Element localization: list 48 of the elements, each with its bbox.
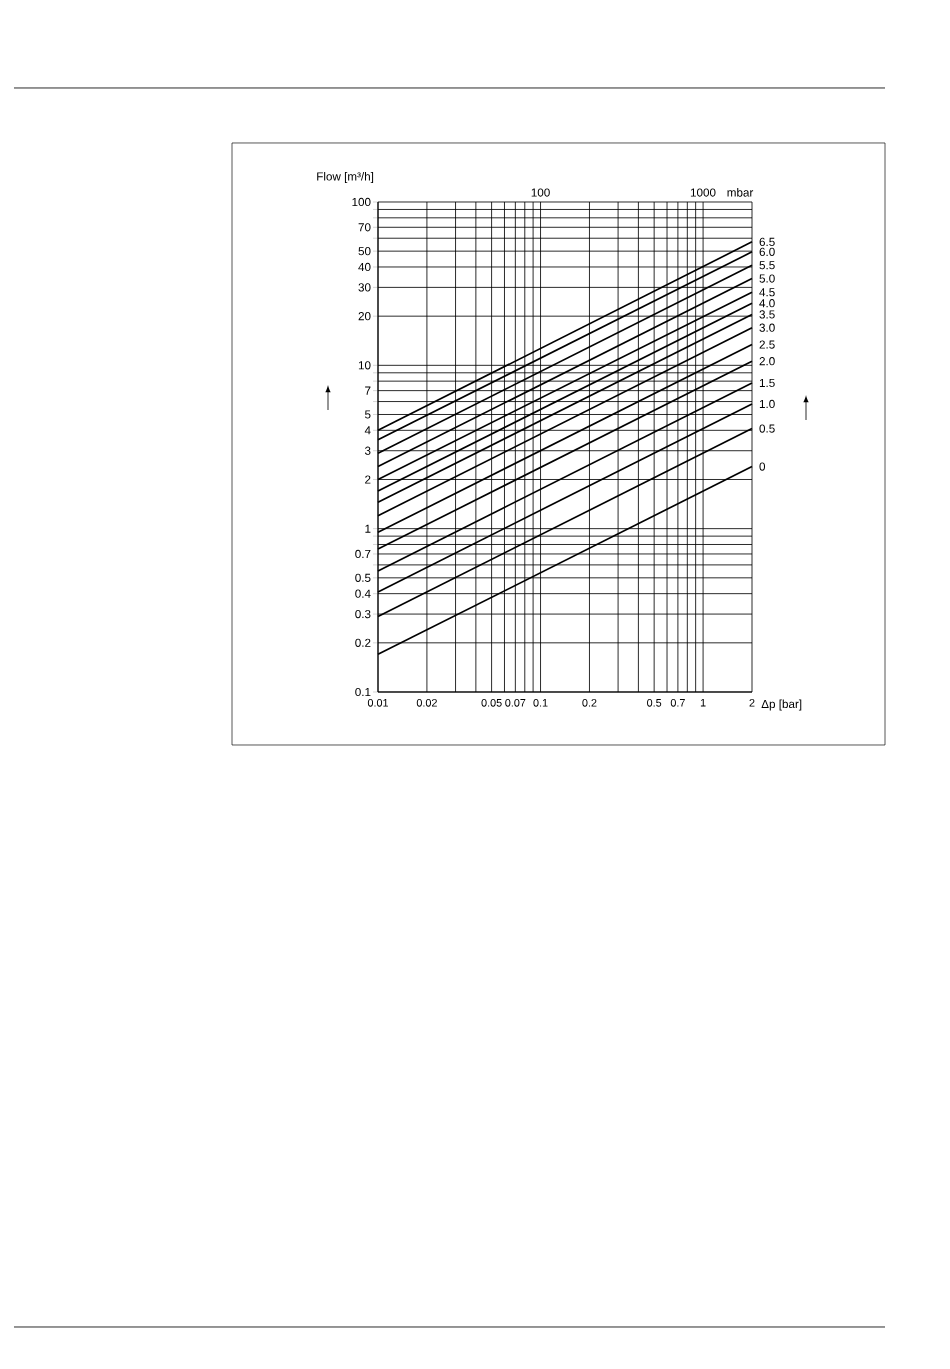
y-tick-label: 0.4 <box>355 589 371 598</box>
series-label: 5.5 <box>759 261 775 270</box>
x-tick-label: 0.5 <box>647 698 662 707</box>
x-tick-label: 0.07 <box>505 698 526 707</box>
y-tick-label: 0.2 <box>355 638 371 647</box>
y-tick-label: 1 <box>365 524 371 533</box>
y-tick-label: 7 <box>365 386 371 395</box>
x-tick-label: 0.01 <box>367 698 388 707</box>
y-tick-label: 10 <box>358 361 371 370</box>
series-label: 4.0 <box>759 299 775 308</box>
y-axis-title: Flow [m³/h] <box>317 172 374 183</box>
y-tick-label: 70 <box>358 223 371 232</box>
series-label: 1.5 <box>759 378 775 388</box>
y-tick-label: 4 <box>364 426 371 435</box>
series-label: 3.5 <box>759 310 775 319</box>
y-tick-label: 0.5 <box>355 573 371 582</box>
series-label: 5.0 <box>759 274 775 283</box>
y-tick-label: 40 <box>358 262 371 272</box>
y-tick-label: 0.7 <box>355 549 371 559</box>
series-label: 0.5 <box>759 424 775 433</box>
y-tick-label: 3 <box>364 446 371 455</box>
text: mbar <box>727 188 754 197</box>
y-tick-label: 2 <box>365 475 371 484</box>
x-tick-label: 0.02 <box>416 698 437 707</box>
y-tick-label: 50 <box>358 247 371 256</box>
series-label: 0 <box>759 462 766 471</box>
y-tick-label: 20 <box>358 312 371 321</box>
x-tick-label: 0.05 <box>481 698 502 707</box>
text: 1000 <box>690 188 716 197</box>
series-label: 4.5 <box>759 288 775 297</box>
y-tick-label: 5 <box>364 410 371 419</box>
x-tick-label: 0.1 <box>533 698 548 707</box>
x-tick-label: 0.7 <box>670 698 685 707</box>
y-tick-label: 0.1 <box>355 687 371 697</box>
series-label: 3.0 <box>759 323 775 332</box>
series-label: 2.5 <box>759 340 775 349</box>
x-tick-label: 0.2 <box>582 698 597 707</box>
y-tick-label: 0.3 <box>355 609 371 619</box>
series-label: 2.0 <box>759 357 775 366</box>
x-axis-title: Δp [bar] <box>761 699 802 711</box>
series-label: 6.5 <box>759 237 775 246</box>
text: 100 <box>531 188 550 197</box>
x-tick-label: 1 <box>700 698 706 707</box>
series-label: 1.0 <box>759 399 775 409</box>
x-tick-label: 2 <box>749 698 755 707</box>
y-tick-label: 100 <box>352 197 371 207</box>
y-tick-label: 30 <box>358 283 371 292</box>
series-label: 6.0 <box>759 247 775 256</box>
